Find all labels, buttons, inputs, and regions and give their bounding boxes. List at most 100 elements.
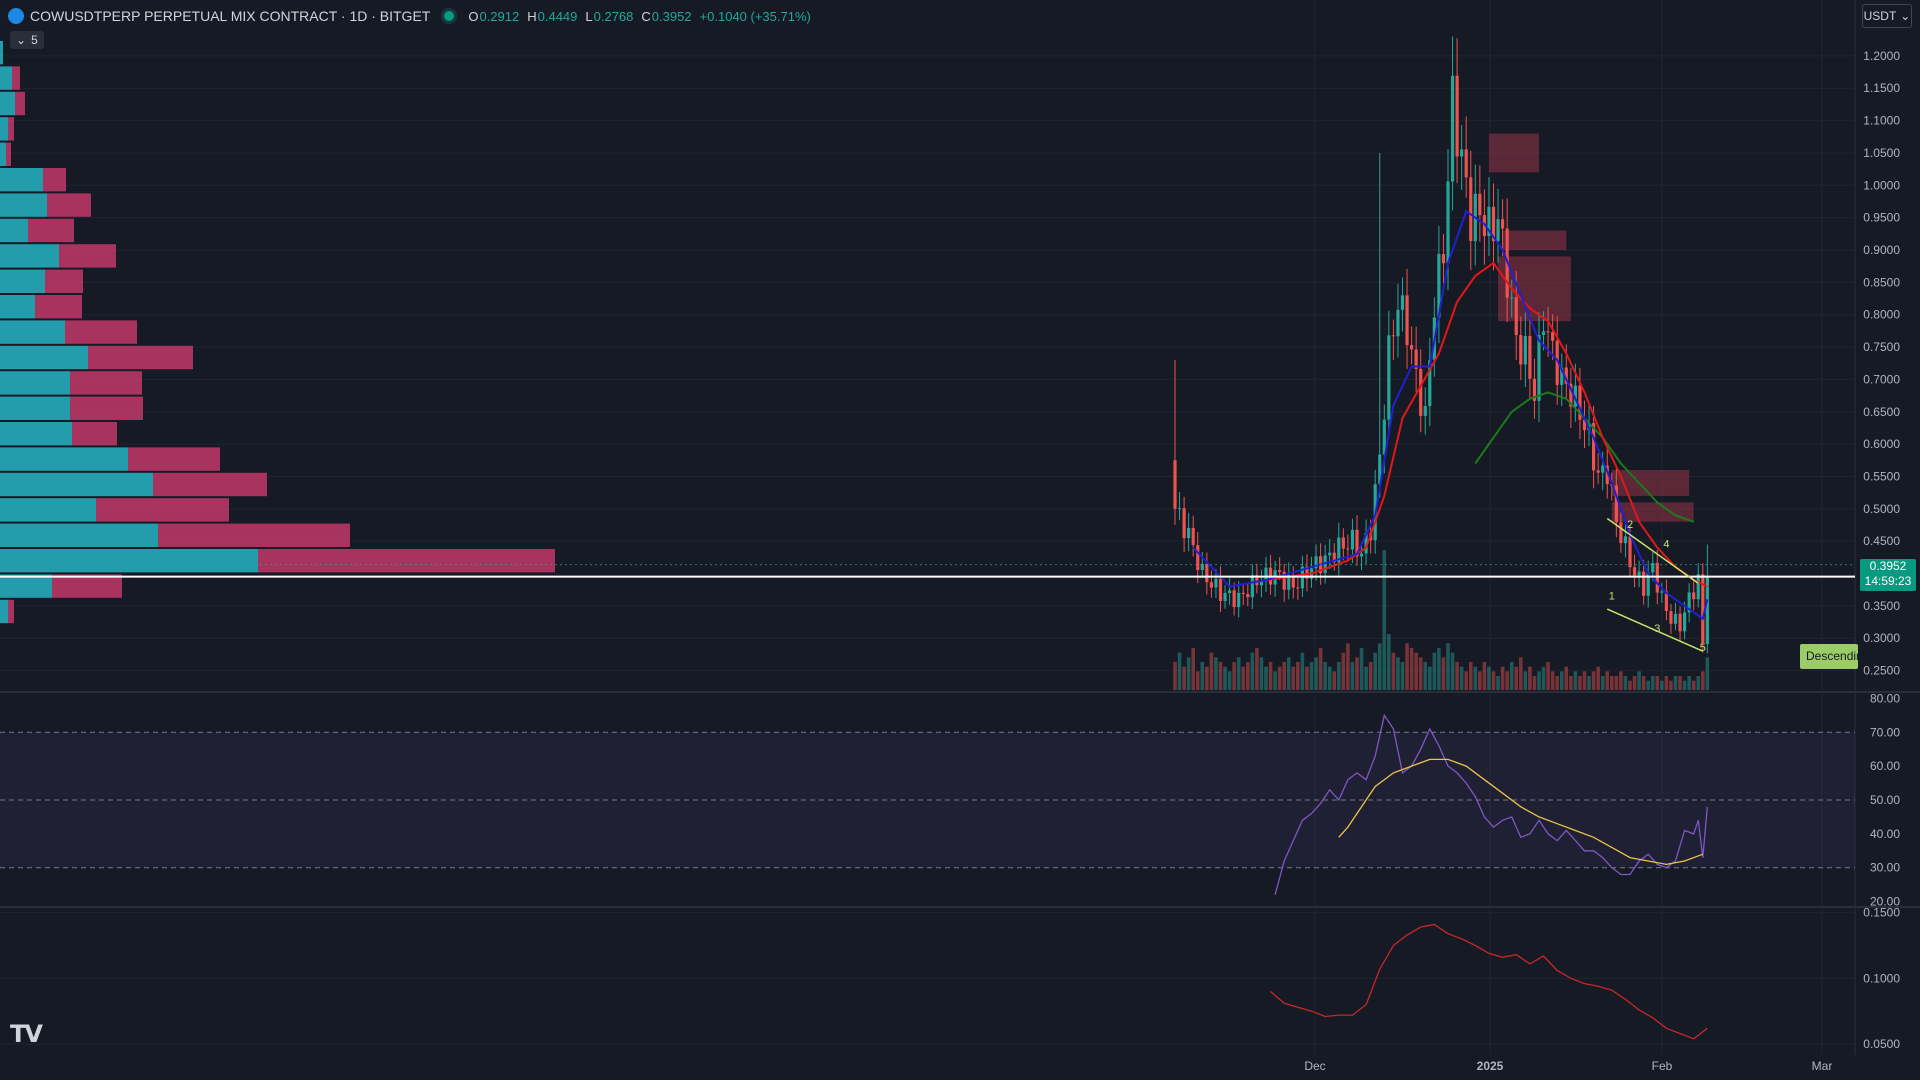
candle-body[interactable] — [1364, 532, 1368, 554]
candle-body[interactable] — [1705, 576, 1709, 644]
candle-body[interactable] — [1623, 536, 1628, 544]
candle-body[interactable] — [1177, 508, 1182, 510]
resistance-zone[interactable] — [1611, 470, 1690, 496]
candle-body[interactable] — [1378, 454, 1382, 485]
candle-body[interactable] — [1346, 548, 1350, 550]
candle-body[interactable] — [1632, 567, 1637, 576]
wedge-line[interactable] — [1606, 517, 1699, 584]
candle-body[interactable] — [1560, 367, 1564, 385]
candle-body[interactable] — [1664, 591, 1668, 611]
candle-body[interactable] — [1255, 575, 1259, 586]
currency-selector[interactable]: USDT ⌄ — [1862, 4, 1912, 28]
candle-body[interactable] — [1537, 335, 1541, 401]
candle-body[interactable] — [1541, 331, 1546, 336]
candle-body[interactable] — [1678, 613, 1682, 632]
candle-body[interactable] — [1205, 563, 1209, 583]
candle-body[interactable] — [1514, 297, 1518, 336]
candle-body[interactable] — [1569, 383, 1573, 407]
candle-body[interactable] — [1355, 529, 1359, 557]
candle-body[interactable] — [1359, 553, 1364, 557]
candle-body[interactable] — [1628, 536, 1632, 568]
candle-body[interactable] — [1396, 309, 1400, 337]
candle-body[interactable] — [1692, 592, 1696, 600]
candle-body[interactable] — [1218, 578, 1223, 601]
candle-body[interactable] — [1696, 574, 1700, 600]
candle-body[interactable] — [1391, 335, 1395, 337]
candle-body[interactable] — [1414, 349, 1418, 369]
candle-body[interactable] — [1491, 206, 1496, 242]
candle-body[interactable] — [1337, 537, 1341, 563]
candle-body[interactable] — [1423, 406, 1427, 416]
resistance-zone[interactable] — [1488, 133, 1539, 173]
candle-body[interactable] — [1687, 592, 1691, 613]
candle-body[interactable] — [1341, 537, 1345, 549]
candle-body[interactable] — [1519, 335, 1523, 365]
candle-body[interactable] — [1223, 592, 1227, 601]
candle-body[interactable] — [1400, 295, 1405, 310]
candle-body[interactable] — [1660, 591, 1664, 593]
candle-body[interactable] — [1314, 556, 1318, 569]
candle-body[interactable] — [1405, 295, 1409, 346]
candle-body[interactable] — [1487, 206, 1491, 237]
candle-body[interactable] — [1460, 149, 1464, 157]
candle-body[interactable] — [1573, 385, 1577, 407]
candle-body[interactable] — [1469, 177, 1473, 242]
candle-body[interactable] — [1578, 385, 1582, 420]
candle-body[interactable] — [1551, 332, 1555, 341]
candle-body[interactable] — [1614, 485, 1618, 523]
candle-body[interactable] — [1532, 378, 1537, 401]
candle-body[interactable] — [1669, 610, 1673, 624]
candle-body[interactable] — [1673, 613, 1678, 624]
candle-body[interactable] — [1441, 253, 1446, 264]
candle-body[interactable] — [1555, 340, 1559, 385]
candle-body[interactable] — [1187, 527, 1191, 539]
candle-body[interactable] — [1209, 582, 1213, 588]
candle-body[interactable] — [1619, 522, 1623, 544]
candle-body[interactable] — [1464, 149, 1468, 178]
candle-body[interactable] — [1332, 552, 1336, 563]
candle-body[interactable] — [1455, 75, 1459, 157]
resistance-zone[interactable] — [1502, 230, 1567, 250]
descending-wedge[interactable]: 1 2 3 4 5 — [1606, 517, 1706, 655]
candle-body[interactable] — [1282, 571, 1286, 590]
candle-body[interactable] — [1564, 367, 1568, 384]
candle-body[interactable] — [1642, 571, 1646, 596]
candle-body[interactable] — [1228, 590, 1232, 593]
candle-body[interactable] — [1246, 594, 1250, 598]
candle-body[interactable] — [1655, 562, 1659, 593]
candle-body[interactable] — [1601, 465, 1605, 473]
candle-body[interactable] — [1350, 529, 1355, 550]
indicators-toggle[interactable]: ⌄ 5 — [10, 31, 44, 49]
candle-body[interactable] — [1592, 423, 1596, 471]
candle-body[interactable] — [1419, 368, 1423, 416]
candle-body[interactable] — [1651, 562, 1655, 573]
candle-body[interactable] — [1259, 581, 1264, 586]
pattern-label[interactable]: Descending — [1800, 644, 1858, 669]
candle-body[interactable] — [1328, 552, 1332, 556]
tradingview-logo[interactable]: TV — [10, 1020, 43, 1048]
candle-body[interactable] — [1241, 592, 1245, 595]
candle-body[interactable] — [1701, 574, 1705, 643]
candle-body[interactable] — [1200, 563, 1204, 571]
candle-body[interactable] — [1214, 578, 1218, 588]
candle-body[interactable] — [1173, 460, 1177, 509]
price-axis[interactable]: 1.2000 1.1500 1.1000 1.0500 1.0000 0.9500 0.90… — [1863, 49, 1900, 1051]
candle-body[interactable] — [1605, 465, 1609, 485]
candle-body[interactable] — [1450, 75, 1455, 182]
candle-body[interactable] — [1232, 590, 1236, 608]
candle-body[interactable] — [1278, 570, 1282, 572]
candle-body[interactable] — [1501, 219, 1505, 229]
candle-body[interactable] — [1596, 470, 1600, 473]
candle-body[interactable] — [1437, 253, 1441, 318]
candle-body[interactable] — [1287, 575, 1291, 590]
candle-body[interactable] — [1182, 508, 1186, 539]
candle-body[interactable] — [1191, 527, 1195, 546]
candle-body[interactable] — [1637, 571, 1641, 576]
candle-body[interactable] — [1446, 181, 1450, 264]
candle-body[interactable] — [1296, 587, 1300, 589]
candle-body[interactable] — [1510, 297, 1514, 299]
candle-body[interactable] — [1646, 572, 1650, 596]
candle-body[interactable] — [1264, 567, 1268, 582]
candle-body[interactable] — [1237, 592, 1241, 608]
